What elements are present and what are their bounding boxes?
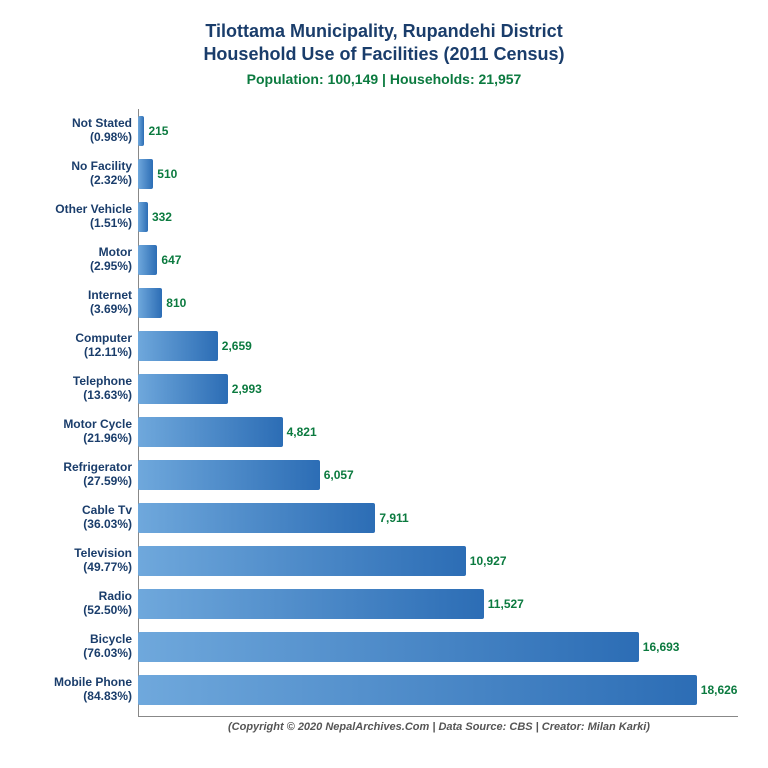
chart-footer: (Copyright © 2020 NepalArchives.Com | Da… <box>228 721 650 733</box>
bar-row: No Facility(2.32%) 510 <box>30 152 738 195</box>
bar-row: Mobile Phone(84.83%) 18,626 <box>30 668 738 711</box>
bar <box>138 288 162 318</box>
bar-row: Internet(3.69%) 810 <box>30 281 738 324</box>
bar-zone: 510 <box>138 152 738 195</box>
bar <box>138 417 283 447</box>
category-label: Mobile Phone(84.83%) <box>30 676 138 704</box>
bar-value: 215 <box>148 124 168 138</box>
bar-row: Radio(52.50%) 11,527 <box>30 582 738 625</box>
bar-row: Cable Tv(36.03%) 7,911 <box>30 496 738 539</box>
bar-row: Refrigerator(27.59%) 6,057 <box>30 453 738 496</box>
category-label: Television(49.77%) <box>30 547 138 575</box>
bar <box>138 546 466 576</box>
bar-value: 4,821 <box>287 425 317 439</box>
bar-value: 2,659 <box>222 339 252 353</box>
category-label: Refrigerator(27.59%) <box>30 461 138 489</box>
bar-row: Bicycle(76.03%) 16,693 <box>30 625 738 668</box>
bar-zone: 7,911 <box>138 496 738 539</box>
category-label: Cable Tv(36.03%) <box>30 504 138 532</box>
bar-row: Computer(12.11%) 2,659 <box>30 324 738 367</box>
bar-zone: 16,693 <box>138 625 738 668</box>
bar <box>138 159 153 189</box>
category-label: Internet(3.69%) <box>30 289 138 317</box>
bar-zone: 332 <box>138 195 738 238</box>
bar-value: 7,911 <box>379 511 408 525</box>
bar-row: Telephone(13.63%) 2,993 <box>30 367 738 410</box>
x-axis <box>138 716 738 717</box>
bar-value: 16,693 <box>643 640 680 654</box>
bar-zone: 4,821 <box>138 410 738 453</box>
bar-row: Motor Cycle(21.96%) 4,821 <box>30 410 738 453</box>
bar-zone: 2,659 <box>138 324 738 367</box>
bar <box>138 331 218 361</box>
category-label: No Facility(2.32%) <box>30 160 138 188</box>
bar <box>138 245 157 275</box>
chart-title: Tilottama Municipality, Rupandehi Distri… <box>30 20 738 65</box>
bar <box>138 503 375 533</box>
bar <box>138 374 228 404</box>
bar-zone: 647 <box>138 238 738 281</box>
bar <box>138 460 320 490</box>
bar-zone: 215 <box>138 109 738 152</box>
category-label: Telephone(13.63%) <box>30 375 138 403</box>
bar-value: 332 <box>152 210 172 224</box>
bar-zone: 810 <box>138 281 738 324</box>
bar-zone: 6,057 <box>138 453 738 496</box>
chart-area: Not Stated(0.98%) 215 No Facility(2.32%) 51… <box>30 109 738 719</box>
bar <box>138 675 697 705</box>
category-label: Other Vehicle(1.51%) <box>30 203 138 231</box>
bar <box>138 632 639 662</box>
category-label: Computer(12.11%) <box>30 332 138 360</box>
bar <box>138 202 148 232</box>
bar-value: 10,927 <box>470 554 507 568</box>
category-label: Bicycle(76.03%) <box>30 633 138 661</box>
bar-value: 2,993 <box>232 382 262 396</box>
category-label: Radio(52.50%) <box>30 590 138 618</box>
category-label: Motor(2.95%) <box>30 246 138 274</box>
category-label: Not Stated(0.98%) <box>30 117 138 145</box>
bar-value: 6,057 <box>324 468 354 482</box>
bar-row: Television(49.77%) 10,927 <box>30 539 738 582</box>
title-line-1: Tilottama Municipality, Rupandehi Distri… <box>30 20 738 43</box>
bar-zone: 18,626 <box>138 668 738 711</box>
bar-value: 810 <box>166 296 186 310</box>
category-label: Motor Cycle(21.96%) <box>30 418 138 446</box>
bar-value: 510 <box>157 167 177 181</box>
bar <box>138 589 484 619</box>
chart-subtitle: Population: 100,149 | Households: 21,957 <box>30 71 738 87</box>
title-line-2: Household Use of Facilities (2011 Census… <box>30 43 738 66</box>
bar-value: 11,527 <box>488 597 524 611</box>
bar-value: 647 <box>161 253 181 267</box>
bar-value: 18,626 <box>701 683 738 697</box>
bar-row: Other Vehicle(1.51%) 332 <box>30 195 738 238</box>
bar <box>138 116 144 146</box>
bar-zone: 10,927 <box>138 539 738 582</box>
bar-zone: 11,527 <box>138 582 738 625</box>
bar-row: Motor(2.95%) 647 <box>30 238 738 281</box>
chart-container: Tilottama Municipality, Rupandehi Distri… <box>0 0 768 768</box>
bar-row: Not Stated(0.98%) 215 <box>30 109 738 152</box>
bar-zone: 2,993 <box>138 367 738 410</box>
